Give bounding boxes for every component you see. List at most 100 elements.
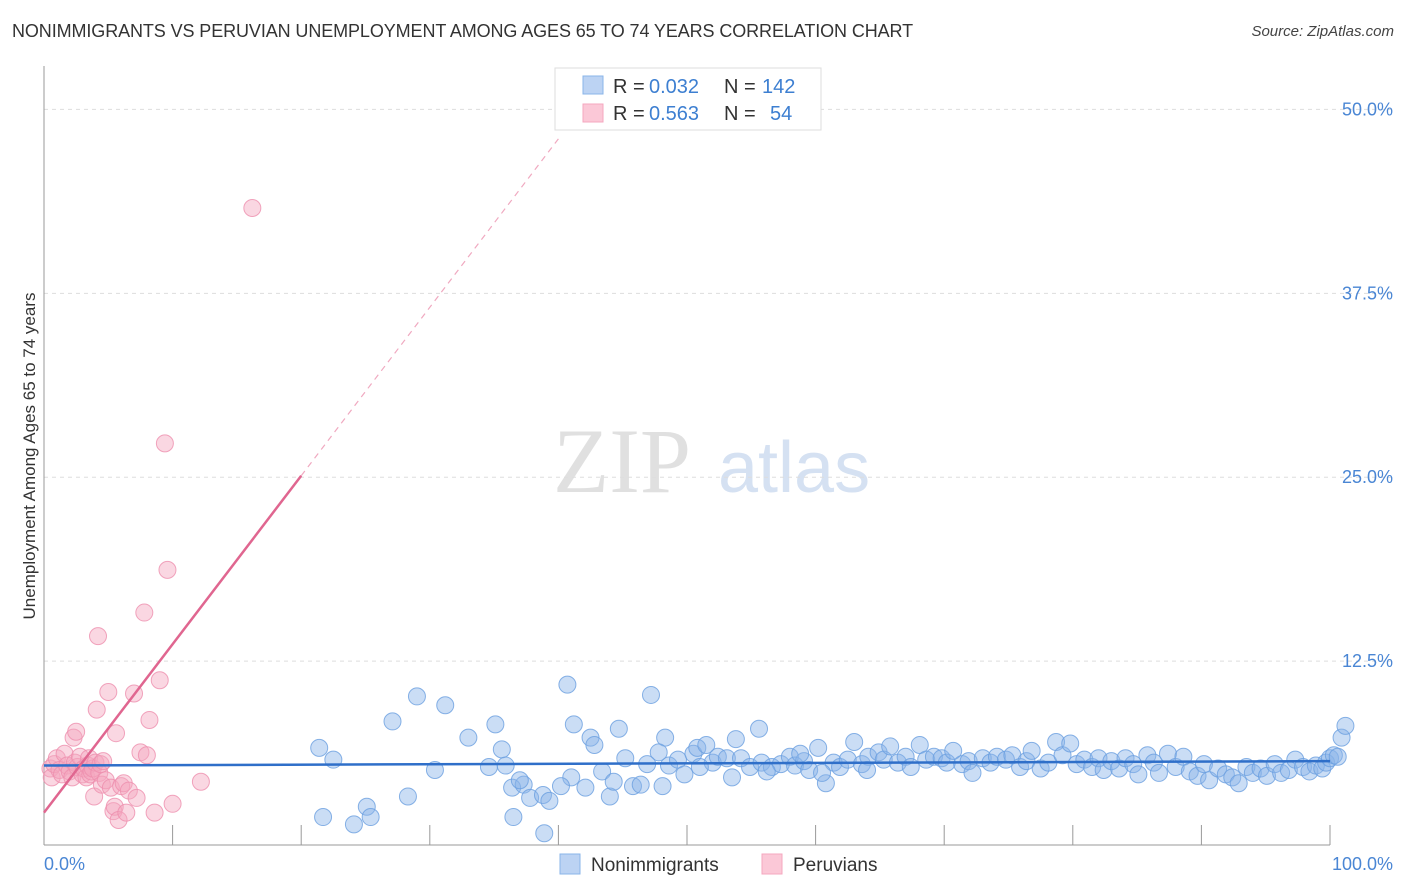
point-nonimmigrants-60 [816, 774, 835, 793]
point-peruvians-25 [87, 700, 106, 719]
legend-n-label-1: N = [724, 76, 756, 98]
legend-r-value-1: 0.032 [649, 76, 699, 98]
point-nonimmigrants-7 [383, 712, 402, 731]
bottom-legend-label-peruvians: Peruvians [793, 855, 878, 876]
point-nonimmigrants-31 [604, 772, 623, 791]
trend-line-peruvians [43, 474, 303, 814]
bottom-legend-swatch-nonimmigrants [559, 853, 581, 875]
tick-labels: 12.5% 25.0% 37.5% 50.0% 0.0% 100.0% [44, 99, 1393, 874]
point-nonimmigrants-13 [486, 715, 505, 734]
point-nonimmigrants-34 [623, 777, 642, 796]
point-nonimmigrants-41 [675, 765, 694, 784]
point-nonimmigrants-32 [609, 719, 628, 738]
point-nonimmigrants-104 [1129, 765, 1148, 784]
point-nonimmigrants-37 [653, 777, 672, 796]
point-nonimmigrants-0 [314, 808, 333, 827]
watermark-atlas: atlas [718, 428, 870, 508]
point-nonimmigrants-71 [896, 747, 915, 766]
point-peruvians-40 [117, 803, 136, 822]
point-nonimmigrants-139 [791, 744, 810, 763]
point-nonimmigrants-103 [1124, 755, 1143, 774]
point-nonimmigrants-89 [1022, 741, 1041, 760]
chart-title: NONIMMIGRANTS VS PERUVIAN UNEMPLOYMENT A… [12, 21, 914, 41]
legend-r-value-2: 0.563 [649, 103, 699, 125]
bottom-legend-swatch-peruvians [761, 853, 783, 875]
point-peruvians-49 [150, 671, 169, 690]
legend-r-label-2: R = [613, 103, 645, 125]
point-nonimmigrants-137 [858, 760, 877, 779]
legend-n-value-1: 142 [762, 76, 795, 98]
point-nonimmigrants-113 [1194, 755, 1213, 774]
point-nonimmigrants-64 [845, 733, 864, 752]
point-nonimmigrants-55 [780, 747, 799, 766]
point-nonimmigrants-8 [407, 687, 426, 706]
point-nonimmigrants-78 [944, 741, 963, 760]
point-peruvians-50 [155, 434, 174, 453]
point-nonimmigrants-46 [708, 747, 727, 766]
point-nonimmigrants-138 [813, 763, 832, 782]
point-nonimmigrants-134 [1328, 747, 1347, 766]
point-nonimmigrants-39 [659, 756, 678, 775]
point-nonimmigrants-146 [510, 771, 529, 790]
point-nonimmigrants-20 [535, 824, 554, 843]
point-nonimmigrants-15 [496, 756, 515, 775]
point-nonimmigrants-126 [1286, 750, 1305, 769]
point-nonimmigrants-94 [1061, 734, 1080, 753]
point-nonimmigrants-56 [786, 756, 805, 775]
point-peruvians-54 [243, 198, 262, 217]
point-peruvians-53 [191, 772, 210, 791]
point-nonimmigrants-142 [690, 758, 709, 777]
point-nonimmigrants-22 [540, 791, 559, 810]
legend-n-value-2: 54 [770, 103, 792, 125]
point-nonimmigrants-5 [310, 738, 329, 757]
legend-swatch-peruvians [582, 103, 604, 123]
point-nonimmigrants-81 [963, 763, 982, 782]
point-nonimmigrants-44 [697, 735, 716, 754]
point-nonimmigrants-101 [1110, 759, 1129, 778]
gridlines [44, 108, 1393, 662]
trend-line-nonimmigrants [43, 759, 1331, 767]
x-tick-label-1: 100.0% [1332, 854, 1393, 874]
point-peruvians-26 [89, 627, 108, 646]
point-peruvians-30 [94, 752, 113, 771]
point-nonimmigrants-121 [1251, 759, 1270, 778]
trend-lines [43, 138, 1331, 814]
point-nonimmigrants-143 [649, 743, 668, 762]
point-peruvians-48 [145, 803, 164, 822]
point-nonimmigrants-11 [459, 728, 478, 747]
point-nonimmigrants-14 [492, 740, 511, 759]
point-nonimmigrants-105 [1138, 746, 1157, 765]
series-legend: Nonimmigrants Peruvians [559, 853, 878, 876]
point-nonimmigrants-9 [425, 760, 444, 779]
point-nonimmigrants-10 [436, 696, 455, 715]
y-tick-label-3: 50.0% [1342, 99, 1393, 119]
point-nonimmigrants-26 [576, 778, 595, 797]
point-nonimmigrants-96 [1075, 750, 1094, 769]
point-nonimmigrants-72 [901, 758, 920, 777]
axes [43, 66, 1331, 846]
point-peruvians-32 [99, 683, 118, 701]
point-nonimmigrants-140 [757, 762, 776, 781]
legend-swatch-nonimmigrants [582, 75, 604, 95]
y-tick-label-1: 25.0% [1342, 467, 1393, 487]
source-label: Source: ZipAtlas.com [1251, 23, 1394, 40]
point-nonimmigrants-4 [398, 787, 417, 806]
point-nonimmigrants-17 [504, 808, 523, 827]
legend-r-label-1: R = [613, 76, 645, 98]
point-nonimmigrants-107 [1149, 763, 1168, 782]
point-nonimmigrants-36 [641, 685, 660, 704]
point-nonimmigrants-118 [1229, 774, 1248, 793]
y-tick-label-0: 12.5% [1342, 651, 1393, 671]
series-nonimmigrants [310, 675, 1355, 843]
point-nonimmigrants-65 [852, 755, 871, 774]
point-nonimmigrants-12 [479, 758, 498, 777]
point-peruvians-52 [163, 794, 182, 813]
point-nonimmigrants-23 [558, 675, 577, 694]
point-nonimmigrants-1 [344, 815, 363, 834]
point-nonimmigrants-2 [357, 797, 376, 816]
point-peruvians-51 [158, 560, 177, 579]
point-peruvians-47 [140, 710, 159, 729]
point-peruvians-1 [42, 768, 61, 787]
y-tick-label-2: 37.5% [1342, 283, 1393, 303]
point-nonimmigrants-112 [1188, 766, 1207, 785]
